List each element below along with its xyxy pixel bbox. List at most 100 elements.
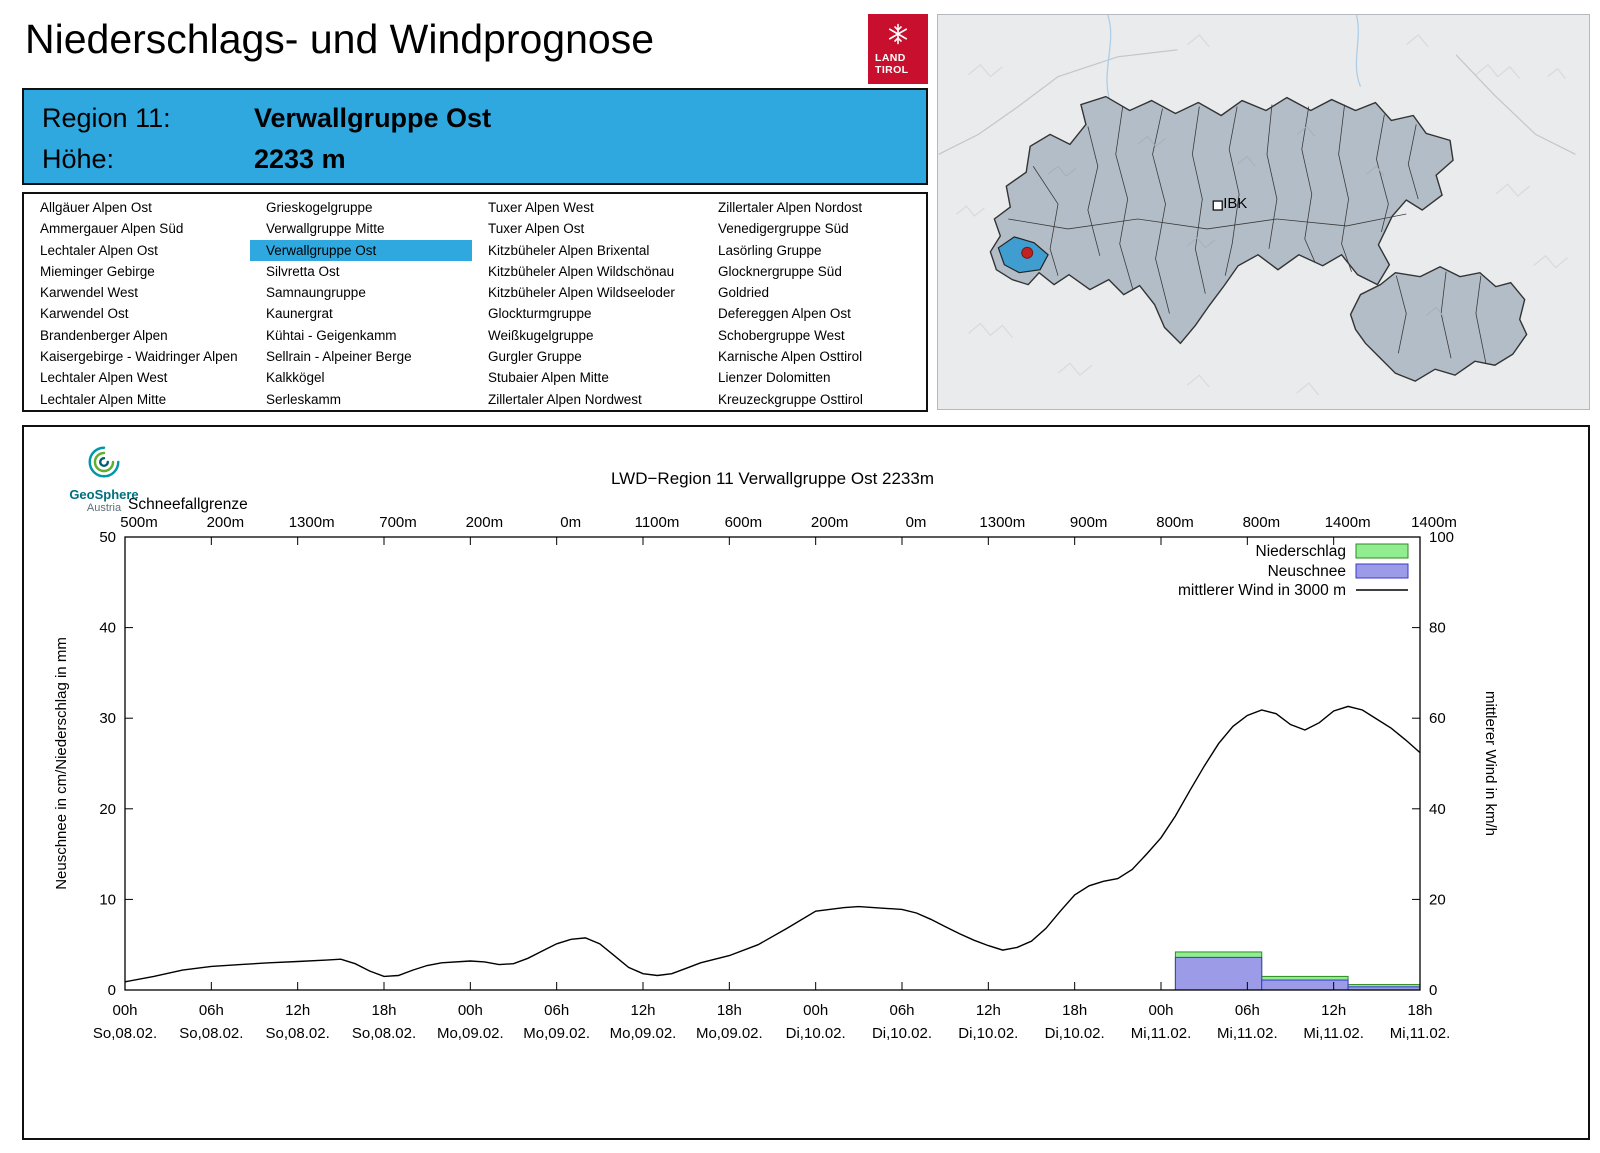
region-item[interactable]: Karwendel West [40, 285, 139, 301]
map-neighbor-borders [938, 49, 1576, 155]
region-item[interactable]: Lasörling Gruppe [718, 242, 822, 258]
region-item[interactable]: Glockturmgruppe [488, 306, 592, 322]
region-header: Region 11: Verwallgruppe Ost Höhe: 2233 … [22, 88, 928, 185]
x-tick-hour: 12h [1321, 1002, 1346, 1019]
region-item[interactable]: Mieminger Gebirge [40, 263, 155, 279]
tirol-map-svg: IBK [938, 15, 1589, 409]
snowline-value: 0m [906, 514, 927, 531]
region-item[interactable]: Brandenberger Alpen [40, 327, 168, 343]
x-tick-date: So,08.02. [266, 1025, 330, 1042]
land-tirol-logo-text: LAND TIROL [868, 52, 928, 77]
region-item[interactable]: Kitzbüheler Alpen Brixental [488, 242, 650, 258]
region-item[interactable]: Lechtaler Alpen West [40, 370, 168, 386]
legend-swatch [1355, 563, 1409, 579]
x-tick-date: Mo,09.02. [523, 1025, 590, 1042]
tirol-map[interactable]: IBK [937, 14, 1590, 410]
region-list: Allgäuer Alpen Ost Ammergauer Alpen Süd Le… [22, 192, 928, 412]
region-item[interactable]: Karwendel Ost [40, 306, 129, 322]
x-tick-hour: 06h [544, 1002, 569, 1019]
x-tick-date: So,08.02. [179, 1025, 243, 1042]
y-tick-left: 20 [99, 801, 116, 818]
region-item[interactable]: Verwallgruppe Ost [250, 239, 472, 261]
region-item[interactable]: Grieskogelgruppe [266, 200, 373, 215]
region-item[interactable]: Kitzbüheler Alpen Wildseeloder [488, 285, 675, 301]
region-item[interactable]: Verwallgruppe Mitte [266, 221, 385, 237]
region-item[interactable]: Goldried [718, 285, 770, 301]
legend-label: Neuschnee [1268, 563, 1346, 580]
region-item[interactable]: Tuxer Alpen Ost [488, 221, 585, 237]
x-tick-date: Mi,11.02. [1217, 1025, 1278, 1042]
x-tick-date: Di,10.02. [786, 1025, 846, 1042]
neuschnee-bar [1174, 956, 1263, 991]
region-item[interactable]: Lechtaler Alpen Ost [40, 242, 158, 258]
y-tick-right: 60 [1429, 710, 1446, 727]
altitude-value: 2233 m [254, 144, 346, 174]
region-item[interactable]: Kaisergebirge - Waidringer Alpen [40, 349, 238, 365]
region-item[interactable]: Serleskamm [266, 391, 342, 407]
district-borders [1008, 104, 1487, 364]
x-tick-hour: 00h [458, 1002, 483, 1019]
x-tick-hour: 12h [285, 1002, 310, 1019]
wind-line [124, 705, 1421, 983]
x-tick-date: Mo,09.02. [610, 1025, 677, 1042]
region-item[interactable]: Kaunergrat [266, 306, 333, 322]
geosphere-logo: GeoSphere Austria [56, 443, 152, 514]
region-item[interactable]: Gurgler Gruppe [488, 349, 582, 365]
region-item[interactable]: Zillertaler Alpen Nordwest [488, 391, 642, 407]
region-item[interactable]: Sellrain - Alpeiner Berge [266, 349, 412, 365]
region-column-3: Tuxer Alpen West Tuxer Alpen Ost Kitzbühel… [472, 197, 702, 410]
x-tick-hour: 06h [1235, 1002, 1260, 1019]
snowline-value: 800m [1243, 514, 1281, 531]
region-item[interactable]: Kühtai - Geigenkamm [266, 327, 397, 343]
plot-frame [124, 536, 1421, 991]
region-item[interactable]: Kalkkögel [266, 370, 325, 386]
region-item[interactable]: Glocknergruppe Süd [718, 263, 842, 279]
region-item[interactable]: Silvretta Ost [266, 263, 340, 279]
north-tirol-shape[interactable] [989, 95, 1454, 345]
forecast-chart-panel: GeoSphere Austria LWD−Region 11 Verwallg… [22, 425, 1590, 1140]
snowflake-icon [888, 23, 908, 45]
region-item[interactable]: Allgäuer Alpen Ost [40, 200, 152, 215]
region-item[interactable]: Zillertaler Alpen Nordost [718, 200, 863, 215]
selected-location-marker [1021, 246, 1034, 259]
region-item[interactable]: Ammergauer Alpen Süd [40, 221, 184, 237]
x-tick-hour: 06h [889, 1002, 914, 1019]
x-tick-hour: 12h [976, 1002, 1001, 1019]
land-tirol-logo-line2: TIROL [875, 64, 909, 77]
x-tick-date: Di,10.02. [958, 1025, 1018, 1042]
snowline-value: 200m [466, 514, 504, 531]
x-tick-hour: 00h [112, 1002, 137, 1019]
x-tick-hour: 18h [717, 1002, 742, 1019]
x-tick-date: Mi,11.02. [1131, 1025, 1192, 1042]
region-item[interactable]: Tuxer Alpen West [488, 200, 594, 215]
region-item[interactable]: Schobergruppe West [718, 327, 845, 343]
geosphere-icon [88, 446, 120, 478]
y-tick-left: 10 [99, 891, 116, 908]
region-item[interactable]: Weißkugelgruppe [488, 327, 594, 343]
y-tick-left: 40 [99, 620, 116, 637]
snowline-value: 1300m [979, 514, 1025, 531]
x-tick-hour: 12h [630, 1002, 655, 1019]
snowline-value: 200m [207, 514, 245, 531]
x-tick-hour: 06h [199, 1002, 224, 1019]
map-districts[interactable]: IBK [989, 95, 1528, 382]
x-tick-date: Di,10.02. [1045, 1025, 1105, 1042]
east-tirol-shape[interactable] [1349, 265, 1528, 382]
map-terrain-texture [956, 34, 1568, 396]
region-item[interactable]: Kitzbüheler Alpen Wildschönau [488, 263, 675, 279]
region-row: Region 11: Verwallgruppe Ost [42, 98, 926, 139]
snowline-label: Schneefallgrenze [128, 496, 248, 513]
altitude-row: Höhe: 2233 m [42, 139, 926, 180]
region-item[interactable]: Lechtaler Alpen Mitte [40, 391, 167, 407]
region-item[interactable]: Defereggen Alpen Ost [718, 306, 851, 322]
x-tick-hour: 00h [1148, 1002, 1173, 1019]
x-tick-date: Mo,09.02. [696, 1025, 763, 1042]
region-item[interactable]: Lienzer Dolomitten [718, 370, 831, 386]
region-item[interactable]: Kreuzeckgruppe Osttirol [718, 391, 863, 407]
region-item[interactable]: Karnische Alpen Osttirol [718, 349, 863, 365]
geosphere-name: GeoSphere [69, 487, 139, 502]
region-item[interactable]: Venedigergruppe Süd [718, 221, 849, 237]
region-item[interactable]: Samnaungruppe [266, 285, 366, 301]
region-item[interactable]: Stubaier Alpen Mitte [488, 370, 609, 386]
